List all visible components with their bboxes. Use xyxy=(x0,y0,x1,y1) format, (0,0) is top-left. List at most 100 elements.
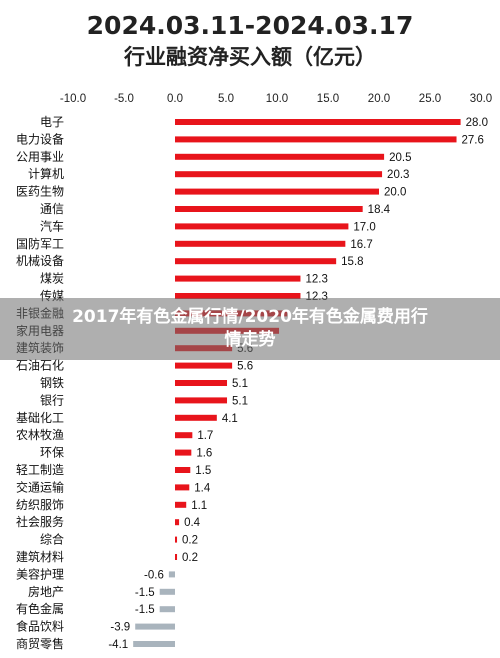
x-axis-ticks: -10.0 -5.0 0.0 5.0 10.0 15.0 20.0 25.0 30.0 xyxy=(60,93,492,105)
value-label: 12.3 xyxy=(305,274,327,286)
x-tick-label: -5.0 xyxy=(114,93,134,105)
bar xyxy=(175,119,461,125)
category-label: 农林牧渔 xyxy=(16,428,64,442)
category-labels: 电子电力设备公用事业计算机医药生物通信汽车国防军工机械设备煤炭传媒非银金融家用电… xyxy=(16,115,64,651)
value-label: 27.6 xyxy=(462,134,484,146)
bar xyxy=(159,588,175,595)
category-label: 房地产 xyxy=(28,584,64,599)
chart-title: 2024.03.11-2024.03.17 行业融资净买入额（亿元） xyxy=(0,10,500,72)
overlay-text: 2017年有色金属行情/2020年有色金属费用行情走势 xyxy=(72,307,428,350)
category-label: 银行 xyxy=(40,393,64,407)
bar xyxy=(175,449,192,456)
category-label: 社会服务 xyxy=(16,514,64,529)
category-label: 公用事业 xyxy=(16,150,64,164)
bar xyxy=(175,136,457,143)
bar xyxy=(135,623,175,630)
x-tick-label: 20.0 xyxy=(368,93,390,105)
category-label: 有色金属 xyxy=(16,601,64,616)
value-label: 15.8 xyxy=(341,256,363,268)
bar xyxy=(175,484,190,491)
value-label: 1.7 xyxy=(197,430,213,442)
category-label: 综合 xyxy=(40,532,64,547)
category-label: 通信 xyxy=(40,202,64,216)
bar xyxy=(175,258,337,265)
bar xyxy=(159,606,175,613)
value-label: 0.2 xyxy=(182,552,198,564)
category-label: 环保 xyxy=(40,446,64,460)
bar xyxy=(175,188,379,195)
chart-title-line1: 2024.03.11-2024.03.17 xyxy=(86,11,414,40)
chart-title-line2: 行业融资净买入额（亿元） xyxy=(124,45,376,69)
value-label: 16.7 xyxy=(350,239,372,251)
value-label: 18.4 xyxy=(368,204,391,216)
x-tick-label: 25.0 xyxy=(419,93,441,105)
x-tick-label: 30.0 xyxy=(470,93,492,105)
value-label: 28.0 xyxy=(466,117,488,129)
category-label: 商贸零售 xyxy=(16,636,64,651)
value-label: 1.4 xyxy=(194,482,211,494)
bar xyxy=(133,641,175,647)
value-label: -0.6 xyxy=(144,569,164,581)
bar xyxy=(175,467,191,473)
bar xyxy=(175,240,346,247)
value-label: 0.4 xyxy=(184,517,201,529)
bar xyxy=(175,414,217,421)
bar xyxy=(175,501,187,508)
bar xyxy=(175,519,180,526)
bars xyxy=(133,119,461,647)
bar xyxy=(175,223,349,230)
value-label: 4.1 xyxy=(222,413,238,425)
category-label: 美容护理 xyxy=(16,566,64,581)
bar xyxy=(175,380,228,386)
value-label: -3.9 xyxy=(110,622,130,634)
category-label: 电子 xyxy=(40,115,64,129)
category-label: 石油石化 xyxy=(16,359,64,373)
value-label: 5.1 xyxy=(232,395,248,407)
value-label: 1.6 xyxy=(196,448,212,460)
category-label: 机械设备 xyxy=(16,253,64,268)
value-label: 20.0 xyxy=(384,187,406,199)
category-label: 计算机 xyxy=(28,166,64,181)
x-tick-label: -10.0 xyxy=(60,93,86,105)
bar xyxy=(175,206,363,212)
value-label: 5.1 xyxy=(232,378,248,390)
category-label: 纺织服饰 xyxy=(16,498,64,512)
value-label: -4.1 xyxy=(108,639,128,651)
category-label: 国防军工 xyxy=(16,236,64,251)
bar xyxy=(175,432,193,439)
category-label: 钢铁 xyxy=(40,376,64,390)
category-label: 基础化工 xyxy=(16,411,64,425)
category-label: 交通运输 xyxy=(16,479,64,494)
category-label: 煤炭 xyxy=(40,272,64,286)
category-label: 汽车 xyxy=(40,218,64,233)
category-label: 电力设备 xyxy=(16,132,64,146)
bar xyxy=(175,293,301,299)
bar xyxy=(175,536,178,543)
value-label: -1.5 xyxy=(135,587,155,599)
value-label: 1.1 xyxy=(191,500,207,512)
category-label: 建筑材料 xyxy=(16,549,64,564)
value-label: 20.3 xyxy=(387,169,409,181)
bar xyxy=(175,554,178,560)
value-label: 17.0 xyxy=(353,221,375,233)
bar xyxy=(168,571,175,578)
value-label: 1.5 xyxy=(195,465,211,477)
value-label: 5.6 xyxy=(237,361,253,373)
bar xyxy=(175,397,228,404)
x-tick-label: 5.0 xyxy=(218,93,234,105)
bar xyxy=(175,362,233,369)
category-label: 医药生物 xyxy=(16,185,64,199)
x-tick-label: 10.0 xyxy=(266,93,288,105)
value-label: 0.2 xyxy=(182,535,198,547)
category-label: 轻工制造 xyxy=(16,463,64,477)
overlay-banner: 2017年有色金属行情/2020年有色金属费用行情走势 xyxy=(0,298,500,360)
x-tick-label: 0.0 xyxy=(167,93,183,105)
value-label: 20.5 xyxy=(389,152,411,164)
bar xyxy=(175,153,385,160)
category-label: 食品饮料 xyxy=(16,619,64,634)
value-label: -1.5 xyxy=(135,604,155,616)
bar xyxy=(175,171,383,178)
bar xyxy=(175,275,301,282)
x-tick-label: 15.0 xyxy=(317,93,339,105)
value-labels: 28.0 27.6 20.5 20.3 20.0 18.4 17.0 16.7 15.8 12.3… xyxy=(108,117,488,651)
